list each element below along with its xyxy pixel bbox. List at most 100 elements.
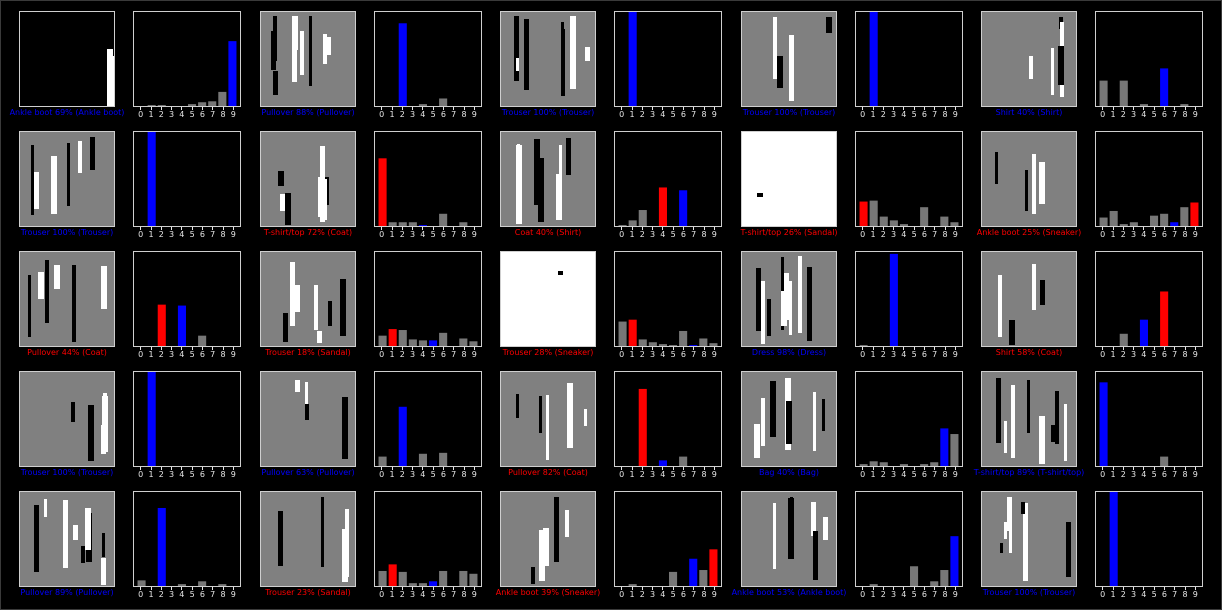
image-pixel-stroke <box>813 531 818 580</box>
x-tick-mark <box>713 227 715 230</box>
image-pixel-stroke <box>558 271 563 275</box>
bar-class-2 <box>157 105 166 106</box>
prediction-caption: Ankle boot 69% (Ankle boot) <box>9 108 125 117</box>
x-tick-mark <box>934 107 936 110</box>
image-pixel-stroke <box>514 16 519 81</box>
image-background <box>982 252 1076 346</box>
x-tick-mark <box>641 107 643 110</box>
x-tick-mark <box>923 107 925 110</box>
x-tick-label: 8 <box>461 230 467 239</box>
x-tick-mark <box>201 227 203 230</box>
x-tick-mark <box>432 347 434 350</box>
x-tick-label: 4 <box>420 590 426 599</box>
bar-class-1 <box>628 319 637 346</box>
prediction-caption: Ankle boot 39% (Sneaker) <box>495 588 601 597</box>
x-tick-mark <box>944 347 946 350</box>
x-tick-mark <box>641 347 643 350</box>
bar-class-2 <box>398 406 407 466</box>
bar-class-5 <box>1150 215 1159 226</box>
x-tick-label: 0 <box>860 230 866 239</box>
bar-class-6 <box>439 98 448 106</box>
x-tick-label: 8 <box>220 230 226 239</box>
image-pixel-stroke <box>822 399 825 431</box>
x-tick-mark <box>1174 107 1176 110</box>
sample-image <box>500 371 596 467</box>
bar-class-2 <box>638 339 647 346</box>
bar-class-7 <box>930 581 939 586</box>
bar-class-4 <box>418 453 427 466</box>
x-tick-label: 6 <box>199 350 205 359</box>
bar-class-0 <box>378 158 387 226</box>
x-tick-label: 6 <box>680 230 686 239</box>
image-pixel-stroke <box>88 405 94 461</box>
x-tick-mark <box>432 587 434 590</box>
image-pixel-stroke <box>81 546 85 563</box>
x-tick-mark <box>682 227 684 230</box>
bar-class-8 <box>459 338 468 346</box>
image-pixel-stroke <box>78 141 82 173</box>
bar-class-7 <box>208 101 217 106</box>
bar-class-2 <box>879 216 888 226</box>
x-tick-mark <box>191 587 193 590</box>
probability-bar-chart <box>374 131 482 227</box>
x-tick-mark <box>412 227 414 230</box>
bar-class-1 <box>388 222 397 226</box>
x-tick-label: 8 <box>1182 350 1188 359</box>
x-tick-label: 2 <box>399 110 405 119</box>
x-tick-label: 3 <box>169 590 175 599</box>
x-tick-label: 7 <box>451 590 457 599</box>
x-tick-mark <box>232 347 234 350</box>
x-tick-label: 0 <box>138 350 144 359</box>
x-tick-label: 9 <box>471 350 477 359</box>
bar-class-6 <box>1160 456 1169 466</box>
prediction-caption: Trouser 100% (Trouser) <box>20 228 114 237</box>
bar-class-9 <box>709 549 718 586</box>
prediction-caption: T-shirt/top 72% (Coat) <box>263 228 353 237</box>
image-pixel-stroke <box>342 397 348 459</box>
x-tick-mark <box>703 587 705 590</box>
x-tick-mark <box>381 467 383 470</box>
x-tick-mark <box>232 107 234 110</box>
x-tick-label: 1 <box>1110 350 1116 359</box>
image-pixel-stroke <box>67 143 70 206</box>
bar-class-5 <box>669 345 678 346</box>
x-tick-mark <box>473 107 475 110</box>
bar-class-0 <box>1099 80 1108 106</box>
image-pixel-stroke <box>318 177 322 217</box>
sample-image <box>260 371 356 467</box>
x-tick-label: 6 <box>680 110 686 119</box>
x-tick-mark <box>212 107 214 110</box>
image-pixel-stroke <box>44 499 47 517</box>
x-tick-mark <box>150 587 152 590</box>
sample-image <box>500 251 596 347</box>
x-tick-mark <box>222 227 224 230</box>
bar-class-6 <box>1160 68 1169 106</box>
image-pixel-stroke <box>1039 162 1045 204</box>
probability-bar-chart <box>614 131 722 227</box>
x-tick-label: 0 <box>1100 350 1106 359</box>
x-tick-mark <box>672 467 674 470</box>
x-tick-mark <box>212 467 214 470</box>
x-tick-mark <box>442 107 444 110</box>
sample-image <box>19 11 115 107</box>
bar-class-1 <box>1109 210 1118 226</box>
image-pixel-stroke <box>770 381 776 437</box>
bar-class-6 <box>198 581 207 586</box>
image-pixel-stroke <box>539 396 542 433</box>
x-tick-mark <box>222 587 224 590</box>
bar-class-0 <box>378 570 387 586</box>
image-pixel-stroke <box>554 497 559 562</box>
x-tick-label: 8 <box>1182 590 1188 599</box>
image-pixel-stroke <box>565 510 569 537</box>
x-tick-label: 5 <box>430 590 436 599</box>
image-background <box>982 492 1076 586</box>
image-pixel-stroke <box>317 331 322 343</box>
bar-class-4 <box>658 344 667 346</box>
sample-image <box>260 131 356 227</box>
x-tick-label: 5 <box>911 350 917 359</box>
bar-class-8 <box>940 216 949 226</box>
x-tick-label: 4 <box>1141 350 1147 359</box>
